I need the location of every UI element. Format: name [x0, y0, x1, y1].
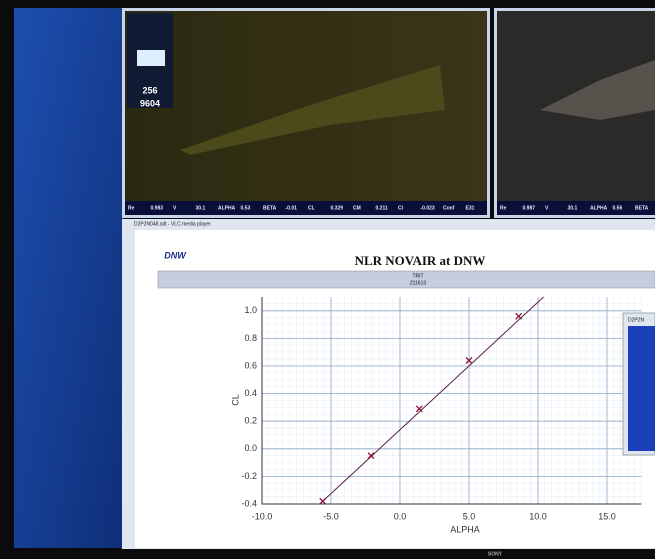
screen-photo: 256 9604 Re0.983V30.1ALPHA0.53BETA-0.01C…	[0, 0, 655, 559]
panel-value: 9604	[140, 98, 160, 108]
x-tick-label: 15.0	[598, 511, 616, 521]
readout-text: BETA	[263, 205, 277, 211]
readout-text: 30.1	[196, 205, 206, 211]
desktop	[14, 8, 124, 548]
popup-content	[628, 326, 655, 451]
readout-text: Cl	[398, 205, 404, 211]
x-tick-label: 10.0	[529, 511, 547, 521]
page: {"left_video": {"readout": ["Re", "0.983…	[0, 0, 655, 559]
readout-text: BETA	[635, 205, 649, 211]
readout-text: 0.987	[523, 205, 536, 211]
y-tick-label: 0.6	[244, 360, 257, 370]
band-run: 211613	[410, 280, 427, 286]
readout-text: ALPHA	[590, 205, 608, 211]
readout-text: 0.329	[331, 205, 344, 211]
readout-text: 0.211	[376, 205, 388, 211]
y-axis-label: CL	[230, 394, 240, 406]
y-tick-label: -0.2	[241, 471, 257, 481]
readout-text: CM	[353, 205, 361, 211]
readout-text: ALPHA	[218, 205, 236, 211]
readout-text: 0.53	[241, 205, 251, 211]
readout-text: Re	[128, 205, 135, 211]
y-tick-label: 0.4	[244, 388, 257, 398]
panel-logo	[137, 50, 165, 66]
band-label: TRIT	[412, 273, 423, 279]
x-axis-label: ALPHA	[450, 524, 480, 534]
y-tick-label: -0.4	[241, 498, 257, 508]
readout-text: 0.983	[151, 205, 164, 211]
readout-text: -0.023	[421, 205, 435, 211]
x-tick-label: -10.0	[252, 511, 273, 521]
y-tick-label: 0.8	[244, 333, 257, 343]
readout-text: -0.01	[286, 205, 298, 211]
popup-title: D2P2N	[628, 317, 645, 323]
x-tick-label: 5.0	[463, 511, 476, 521]
logo: DNW	[164, 250, 187, 260]
readout-text: E31	[466, 205, 475, 211]
y-tick-label: 0.0	[244, 443, 257, 453]
x-tick-label: -5.0	[323, 511, 339, 521]
header-band	[158, 271, 655, 288]
plot: -10.0 -5.0 0.0 5.0 10.0 15.0 -0.4 -0.2 0.0 0.2 0.4…	[230, 297, 641, 534]
x-tick-label: 0.0	[394, 511, 407, 521]
window-title: D2P2N048.sdt - VLC media player	[134, 221, 211, 227]
minor-grid	[262, 297, 642, 504]
readout-text: 30.1	[568, 205, 578, 211]
report-title: NLR NOVAIR at DNW	[355, 253, 486, 268]
readout-text: Conf	[443, 205, 455, 211]
y-tick-label: 0.2	[244, 416, 257, 426]
y-tick-label: 1.0	[244, 305, 257, 315]
readout-text: 0.56	[613, 205, 623, 211]
readout-text: CL	[308, 205, 315, 211]
readout-text: Re	[500, 205, 507, 211]
panel-value: 256	[142, 85, 157, 95]
brand: SONY	[488, 551, 503, 557]
